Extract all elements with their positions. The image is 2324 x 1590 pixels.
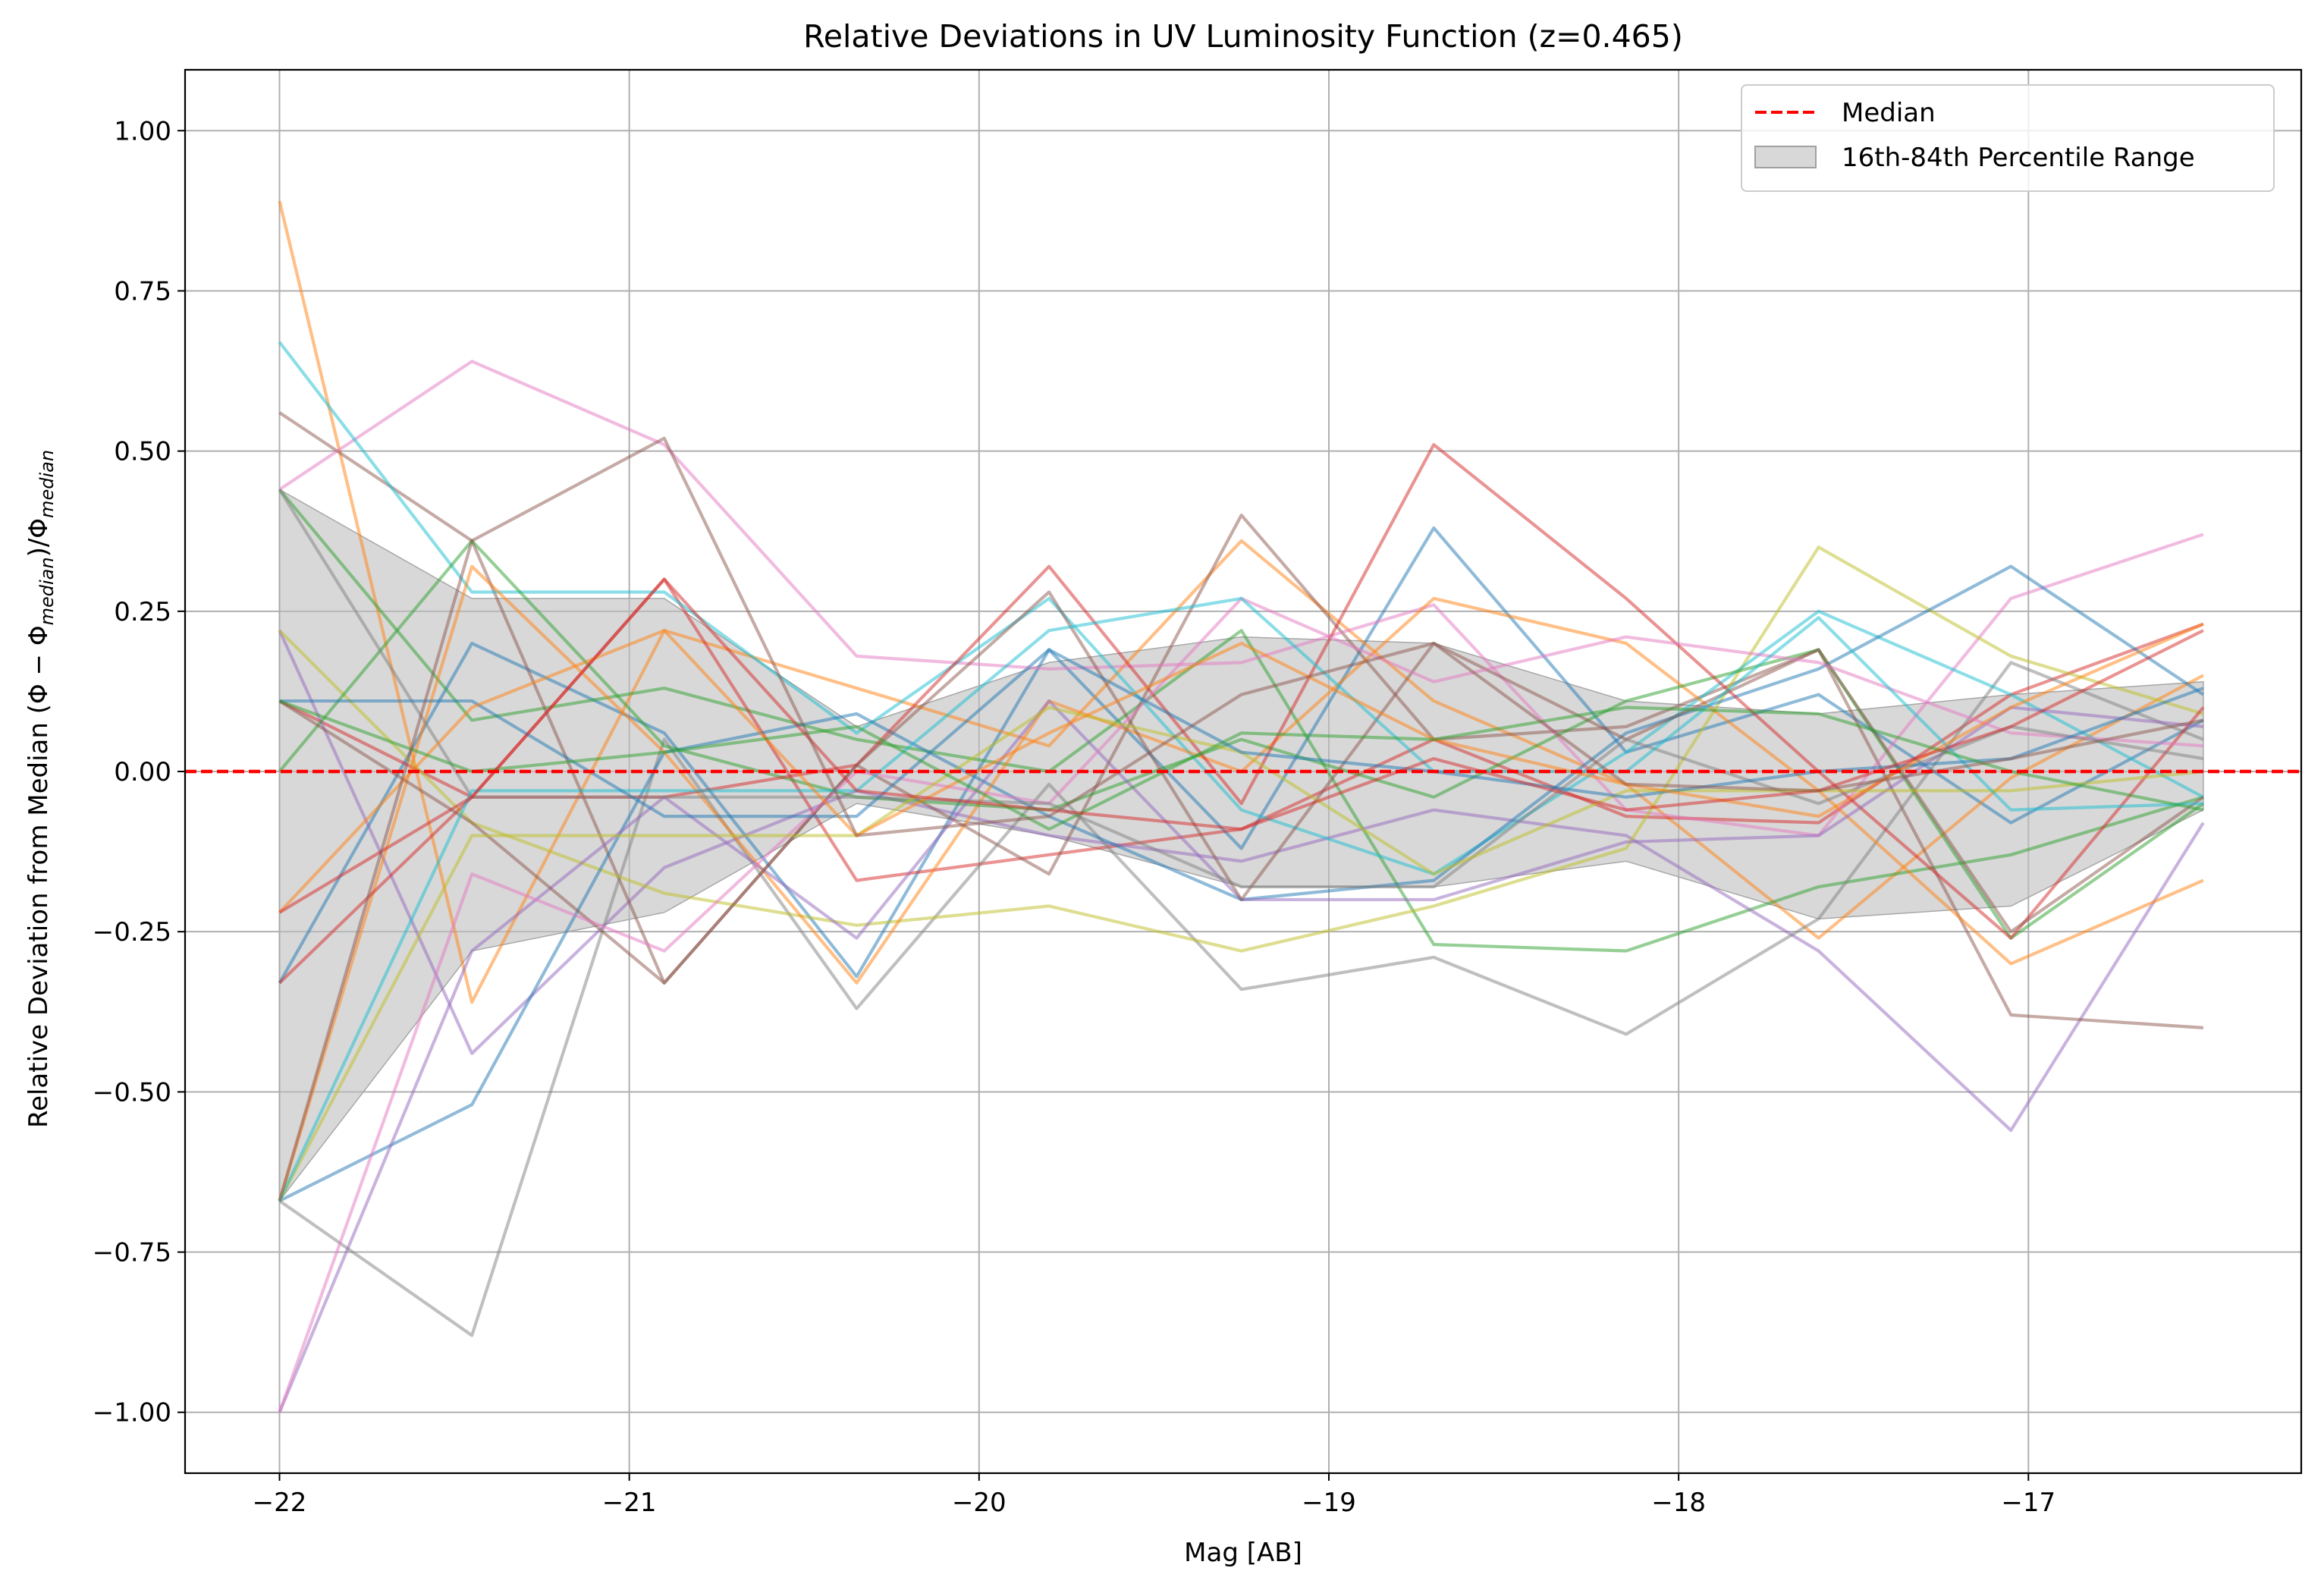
series-line-25 bbox=[278, 436, 2204, 1202]
series-line-1 bbox=[278, 526, 2204, 984]
chart-title: Relative Deviations in UV Luminosity Fun… bbox=[803, 18, 1683, 55]
y-tick-label: 1.00 bbox=[114, 116, 171, 146]
series-line-8 bbox=[278, 661, 2204, 1337]
legend: Median 16th-84th Percentile Range bbox=[1741, 84, 2275, 192]
series-line-10 bbox=[278, 341, 2204, 876]
y-tick-label: −1.00 bbox=[93, 1398, 171, 1428]
series-line-7 bbox=[278, 360, 2204, 837]
legend-band-label: 16th-84th Percentile Range bbox=[1842, 143, 2195, 173]
x-axis-ticks: −22 −21 −20 −19 −18 −17 bbox=[253, 1473, 2055, 1518]
x-tick-label: −20 bbox=[952, 1488, 1007, 1518]
y-axis-ticks: 1.00 0.75 0.50 0.25 0.00 −0.25 −0.50 −0.75 −1.00 bbox=[93, 116, 185, 1428]
series-layer bbox=[278, 200, 2205, 1413]
legend-median-label: Median bbox=[1842, 98, 1936, 128]
series-line-23 bbox=[278, 699, 2204, 831]
series-line-18 bbox=[278, 489, 2204, 889]
y-tick-label: 0.50 bbox=[114, 437, 171, 467]
series-line-20 bbox=[278, 596, 2203, 1202]
x-tick-label: −22 bbox=[253, 1488, 307, 1518]
y-tick-label: 0.00 bbox=[114, 757, 171, 787]
y-tick-label: −0.50 bbox=[93, 1077, 171, 1108]
x-tick-label: −21 bbox=[602, 1488, 657, 1518]
y-tick-label: −0.75 bbox=[93, 1238, 171, 1268]
legend-band-swatch bbox=[1754, 146, 1817, 168]
x-tick-label: −19 bbox=[1302, 1488, 1356, 1518]
y-axis-title-sub2: median bbox=[36, 450, 58, 518]
series-line-3 bbox=[278, 488, 2204, 953]
series-line-2 bbox=[278, 200, 2204, 1004]
x-axis-title: Mag [AB] bbox=[1184, 1538, 1302, 1568]
y-axis-title-prefix: Relative Deviation from Median (Φ − Φ bbox=[24, 625, 54, 1128]
series-line-16 bbox=[278, 590, 2205, 985]
y-axis-title-mid: )/Φ bbox=[24, 518, 54, 557]
series-line-24 bbox=[278, 577, 2204, 914]
y-tick-label: 0.75 bbox=[114, 276, 171, 306]
y-axis-title-sub1: median bbox=[36, 557, 58, 625]
y-axis-title: Relative Deviation from Median (Φ − Φmed… bbox=[24, 450, 58, 1128]
legend-box bbox=[1741, 84, 2275, 192]
x-tick-label: −18 bbox=[1651, 1488, 1706, 1518]
x-tick-label: −17 bbox=[2001, 1488, 2055, 1518]
y-tick-label: 0.25 bbox=[114, 597, 171, 627]
series-line-21 bbox=[279, 648, 2204, 819]
y-tick-label: −0.25 bbox=[93, 917, 171, 947]
